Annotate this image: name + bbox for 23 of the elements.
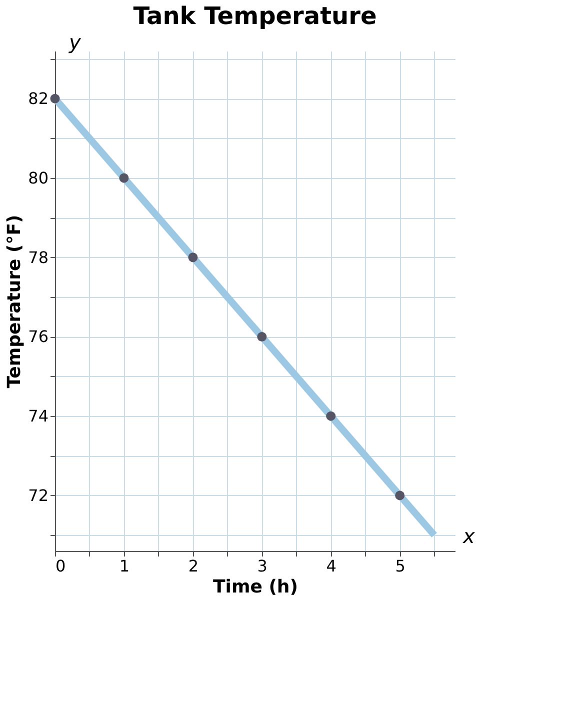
x-tick-label: 1: [119, 556, 130, 576]
x-tick-label: 5: [395, 556, 406, 576]
chart-title: Tank Temperature: [133, 2, 377, 30]
y-tick-label: 78: [28, 248, 48, 267]
x-tick-label: 4: [326, 556, 336, 576]
y-tick-label: 82: [28, 89, 48, 108]
point: [119, 173, 129, 183]
annotation: y: [68, 30, 82, 54]
x-tick-label: 0: [56, 556, 66, 576]
point: [50, 94, 60, 104]
y-tick-label: 74: [28, 406, 48, 426]
x-tick-label: 2: [188, 556, 199, 576]
point: [188, 252, 198, 262]
y-tick-label: 72: [28, 486, 48, 505]
x-tick-label: 3: [257, 556, 268, 576]
y-tick-label: 76: [28, 327, 48, 346]
point: [257, 332, 267, 342]
point: [326, 411, 336, 421]
text: x: [462, 524, 475, 548]
x-axis-title: Time (h): [213, 576, 298, 598]
y-tick-label: 80: [28, 168, 48, 188]
point: [395, 490, 405, 500]
y-axis-title: Temperature (°F): [4, 214, 26, 388]
